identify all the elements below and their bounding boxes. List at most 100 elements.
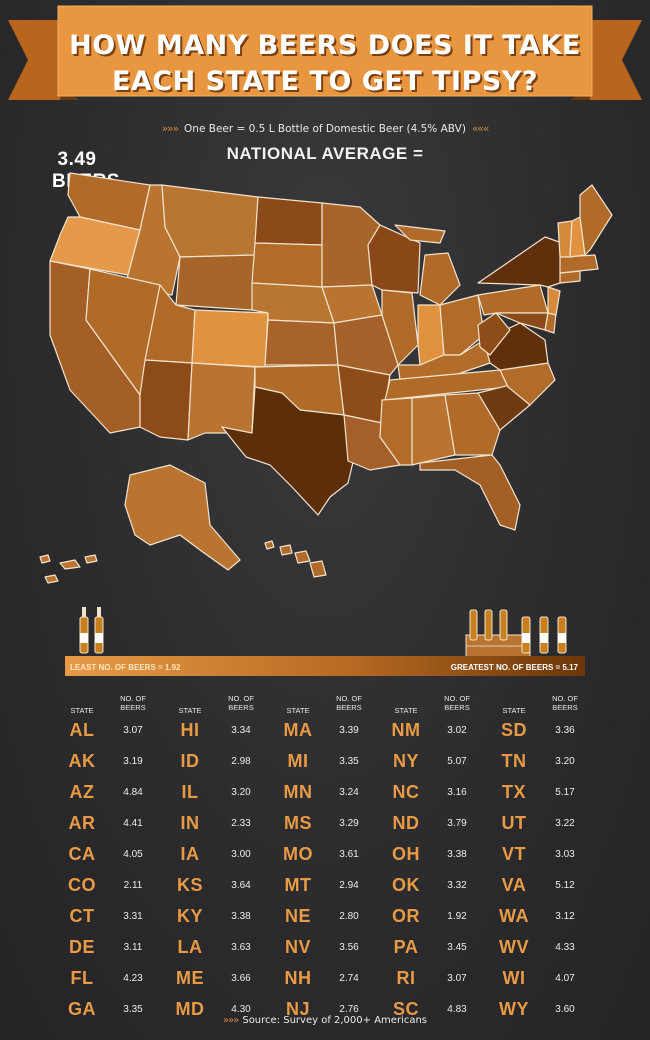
state-abbr: NV xyxy=(284,937,311,957)
state-abbr: AR xyxy=(68,813,96,833)
beer-count: 3.24 xyxy=(339,787,359,798)
state-abbr: TN xyxy=(501,751,527,771)
beer-count: 3.39 xyxy=(339,725,359,736)
beer-count: 3.34 xyxy=(231,725,251,736)
table-row: OR 1.92 xyxy=(380,906,488,934)
state-abbr: ID xyxy=(180,751,200,771)
state-sd xyxy=(251,242,323,288)
beer-count: 3.32 xyxy=(447,880,467,891)
beer-count: 3.35 xyxy=(339,756,359,767)
beer-count: 4.30 xyxy=(231,1004,251,1015)
table-row: VT 3.03 xyxy=(488,844,596,872)
beer-count: 3.07 xyxy=(123,725,143,736)
state-abbr: IA xyxy=(180,844,200,864)
table-row: CT 3.31 xyxy=(56,906,164,934)
state-nd xyxy=(254,196,323,246)
state-abbr: RI xyxy=(396,968,416,988)
beer-count: 4.83 xyxy=(447,1004,467,1015)
state-abbr: FL xyxy=(70,968,94,988)
table-row: TX 5.17 xyxy=(488,782,596,810)
state-me xyxy=(579,184,613,256)
table-row: SD 3.36 xyxy=(488,720,596,748)
state-fl xyxy=(419,454,521,531)
state-al xyxy=(411,394,456,466)
bottle-icon-least xyxy=(79,607,104,654)
page-title-line1: HOW MANY BEERS DOES IT TAKE xyxy=(69,30,581,61)
state-abbr: AK xyxy=(68,751,96,771)
table-row: SC 4.83 xyxy=(380,999,488,1027)
table-row: WI 4.07 xyxy=(488,968,596,996)
table-row: AK 3.19 xyxy=(56,751,164,779)
table-row: CA 4.05 xyxy=(56,844,164,872)
beer-count: 3.45 xyxy=(447,942,467,953)
beer-count: 3.07 xyxy=(447,973,467,984)
state-pa xyxy=(477,284,549,316)
table-row: RI 3.07 xyxy=(380,968,488,996)
table-row: ME 3.66 xyxy=(164,968,272,996)
beer-count: 3.35 xyxy=(123,1004,143,1015)
state-header: STATE xyxy=(178,706,202,715)
beer-count: 3.20 xyxy=(555,756,575,767)
us-map xyxy=(39,172,613,584)
state-abbr: MA xyxy=(283,720,313,740)
state-abbr: UT xyxy=(501,813,527,833)
page-title-line2: EACH STATE TO GET TIPSY? xyxy=(111,66,539,97)
beer-count: 2.80 xyxy=(339,911,359,922)
table-row: NC 3.16 xyxy=(380,782,488,810)
beer-count: 2.98 xyxy=(231,756,251,767)
arrow-decoration-left: »»» xyxy=(161,123,179,135)
beer-count: 2.74 xyxy=(339,973,359,984)
table-row: WY 3.60 xyxy=(488,999,596,1027)
beer-count: 3.19 xyxy=(123,756,143,767)
state-mi xyxy=(419,252,461,306)
table-row: NV 3.56 xyxy=(272,937,380,965)
beer-count: 4.41 xyxy=(123,818,143,829)
state-co xyxy=(191,309,269,368)
beer-count: 2.94 xyxy=(339,880,359,891)
beer-count: 1.92 xyxy=(447,911,467,922)
table-row: IN 2.33 xyxy=(164,813,272,841)
table-row: LA 3.63 xyxy=(164,937,272,965)
beer-count: 3.38 xyxy=(231,911,251,922)
subtitle: »»» One Beer = 0.5 L Bottle of Domestic B… xyxy=(0,123,650,135)
state-abbr: MO xyxy=(283,844,313,864)
beer-count: 3.56 xyxy=(339,942,359,953)
table-row: UT 3.22 xyxy=(488,813,596,841)
beer-count: 3.66 xyxy=(231,973,251,984)
beer-count: 5.17 xyxy=(555,787,575,798)
beer-count: 3.64 xyxy=(231,880,251,891)
state-abbr: NY xyxy=(392,751,419,771)
state-abbr: WI xyxy=(502,968,526,988)
state-abbr: WA xyxy=(499,906,529,926)
state-abbr: CA xyxy=(68,844,96,864)
beer-count: 3.22 xyxy=(555,818,575,829)
beer-count: 4.23 xyxy=(123,973,143,984)
table-row: AR 4.41 xyxy=(56,813,164,841)
state-nm xyxy=(187,362,256,441)
beer-count: 3.29 xyxy=(339,818,359,829)
state-abbr: VA xyxy=(501,875,527,895)
table-row: MA 3.39 xyxy=(272,720,380,748)
state-ma xyxy=(559,254,599,274)
table-row: ID 2.98 xyxy=(164,751,272,779)
table-row: MO 3.61 xyxy=(272,844,380,872)
arrow-decoration: »»» xyxy=(222,1015,239,1026)
beer-count: 3.12 xyxy=(555,911,575,922)
state-abbr: IN xyxy=(180,813,200,833)
beer-count: 3.61 xyxy=(339,849,359,860)
beer-count: 4.05 xyxy=(123,849,143,860)
state-abbr: MI xyxy=(287,751,309,771)
state-abbr: CO xyxy=(68,875,96,895)
scale-illustration xyxy=(79,607,567,658)
state-abbr: AL xyxy=(69,720,95,740)
beers-header: NO. OF BEERS xyxy=(444,694,470,712)
beer-count: 3.03 xyxy=(555,849,575,860)
beer-count: 3.11 xyxy=(123,942,143,953)
state-header: STATE xyxy=(502,706,526,715)
state-il xyxy=(381,289,419,366)
state-abbr: OK xyxy=(392,875,420,895)
beer-count: 2.33 xyxy=(231,818,251,829)
table-row: OH 3.38 xyxy=(380,844,488,872)
beers-header: NO. OF BEERS xyxy=(336,694,362,712)
beer-count: 3.00 xyxy=(231,849,251,860)
